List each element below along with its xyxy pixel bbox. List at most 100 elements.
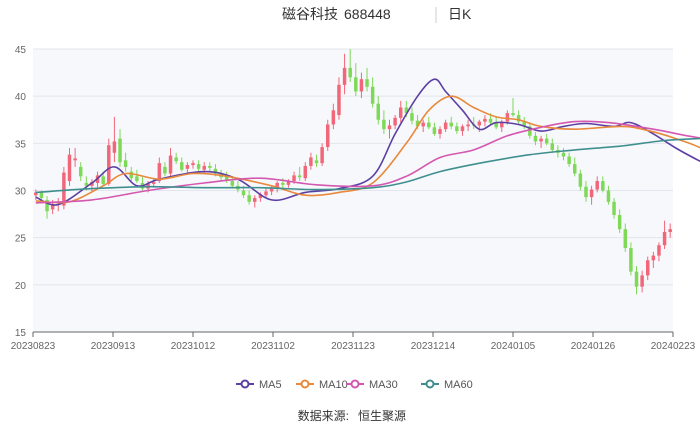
candle [342, 53, 347, 95]
candle-body [224, 176, 229, 181]
candle-body [129, 171, 133, 179]
candle [107, 138, 111, 186]
candle [45, 196, 49, 219]
candle [657, 242, 661, 262]
candle-body [168, 155, 173, 174]
candle-body [466, 124, 470, 127]
candle [303, 162, 308, 182]
candle [601, 176, 605, 193]
candle-body [123, 160, 128, 167]
candle-body [73, 158, 77, 161]
candle-body [410, 113, 414, 121]
candle [466, 119, 470, 132]
candle-body [539, 138, 543, 142]
candle-body [528, 126, 532, 136]
candle-body [62, 172, 66, 206]
candle [584, 181, 588, 202]
legend-label: MA5 [259, 379, 282, 391]
ma-line-ma5 [35, 78, 700, 206]
ma-line-ma10 [35, 95, 700, 204]
candle-body [241, 190, 246, 196]
candle-body [432, 127, 437, 134]
candle [539, 135, 543, 149]
candle-body [544, 138, 549, 144]
candle [662, 220, 667, 249]
candle [432, 122, 437, 136]
legend-marker [300, 379, 310, 389]
period-label: 日K [448, 6, 472, 22]
candle-body [511, 113, 515, 116]
candle-body [275, 182, 279, 188]
source-value: 恒生聚源 [358, 409, 406, 423]
candle [561, 148, 566, 161]
candle [331, 103, 336, 130]
candle-body [258, 194, 263, 199]
candle [180, 157, 184, 172]
candle-body [337, 84, 341, 116]
candle [230, 176, 235, 189]
candle-body [595, 181, 599, 190]
candle-body [151, 182, 156, 184]
legend-item-ma10[interactable]: MA10 [296, 379, 348, 391]
candle-body [107, 145, 111, 184]
candle-body [438, 129, 442, 134]
y-tick-label: 35 [15, 139, 27, 150]
candle-body [584, 186, 588, 198]
candle [191, 160, 195, 169]
candle [309, 152, 313, 170]
legend: MA5 MA10 MA30 MA60 [236, 379, 473, 391]
candle [370, 77, 375, 108]
x-tick-label: 20231123 [331, 341, 375, 352]
candle-body [180, 162, 184, 170]
candle-body [39, 192, 44, 199]
candle [567, 152, 571, 167]
candle [264, 188, 268, 199]
candle [348, 49, 352, 83]
candle [589, 185, 594, 205]
candle-body [662, 232, 667, 246]
candle-body [505, 113, 510, 122]
candle-body [331, 110, 336, 125]
candle [634, 265, 639, 295]
candle [606, 185, 611, 205]
candle-body [230, 181, 235, 186]
candle-body [213, 168, 218, 174]
candle [617, 209, 622, 233]
legend-item-ma60[interactable]: MA60 [421, 379, 473, 391]
candle-body [573, 164, 577, 174]
candle [34, 189, 38, 200]
candle [668, 223, 672, 238]
candle-body [578, 173, 583, 187]
candle-body [516, 115, 521, 122]
candle-body [359, 79, 364, 92]
x-tick-label: 20231102 [251, 341, 295, 352]
candle [325, 119, 330, 151]
legend-item-ma30[interactable]: MA30 [346, 379, 398, 391]
stock-name: 磁谷科技 [282, 6, 338, 22]
chart-title: 磁谷科技 688448 日K [282, 6, 472, 23]
stock-code: 688448 [344, 6, 391, 22]
candle-body [589, 189, 594, 198]
candle [365, 67, 369, 92]
candle-body [421, 122, 425, 127]
candle [174, 152, 178, 165]
legend-label: MA10 [319, 379, 348, 391]
candle-body [286, 181, 291, 185]
candle [112, 116, 117, 163]
candle [163, 162, 167, 177]
moving-average-lines [35, 78, 700, 206]
legend-item-ma5[interactable]: MA5 [236, 379, 282, 391]
candle [208, 162, 212, 172]
candle-body [443, 122, 448, 130]
candle-body [601, 181, 605, 191]
candle-body [382, 119, 386, 130]
candle-body [325, 124, 330, 148]
candle-body [320, 147, 324, 164]
candle-body [50, 204, 55, 210]
candle-body [387, 125, 392, 130]
y-tick-label: 25 [15, 234, 27, 245]
x-tick-label: 20240223 [651, 341, 696, 352]
candle-body [135, 176, 139, 182]
candle-body [634, 271, 639, 287]
y-tick-label: 30 [15, 187, 27, 198]
